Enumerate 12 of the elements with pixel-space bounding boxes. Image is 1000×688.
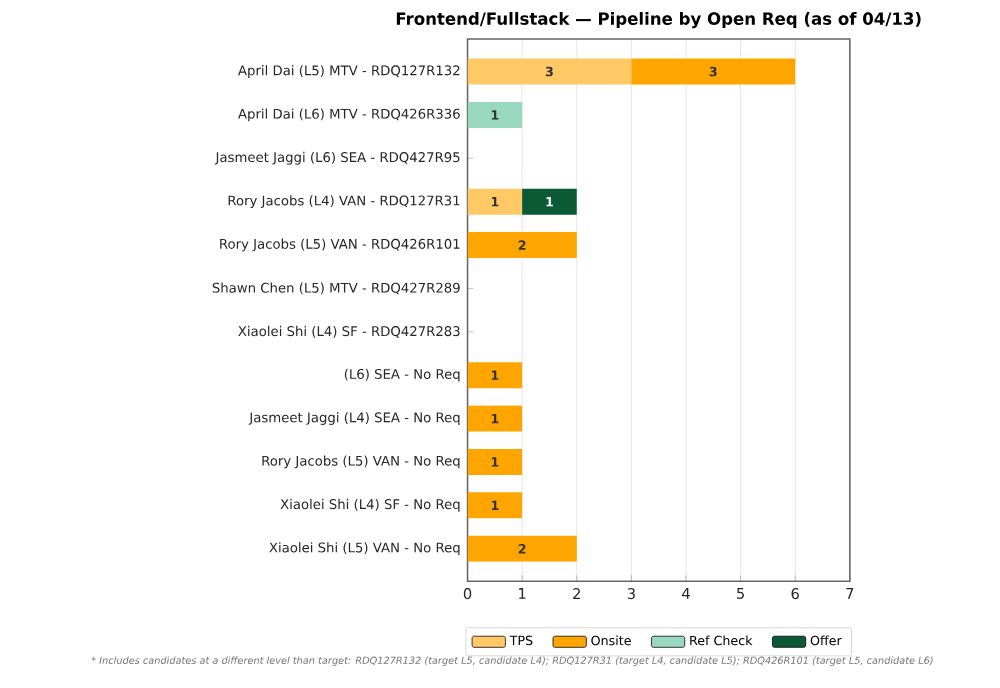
chart-title: Frontend/Fullstack — Pipeline by Open Req (as of 04/13)	[396, 11, 921, 28]
bar	[467, 535, 577, 562]
bar	[467, 492, 523, 519]
bar	[467, 405, 523, 432]
bar	[467, 231, 577, 258]
bar	[522, 188, 577, 215]
bar	[467, 448, 523, 475]
bar	[467, 361, 523, 388]
bar	[467, 58, 632, 85]
bar	[631, 58, 796, 85]
bar	[467, 188, 523, 215]
bar	[467, 101, 523, 128]
